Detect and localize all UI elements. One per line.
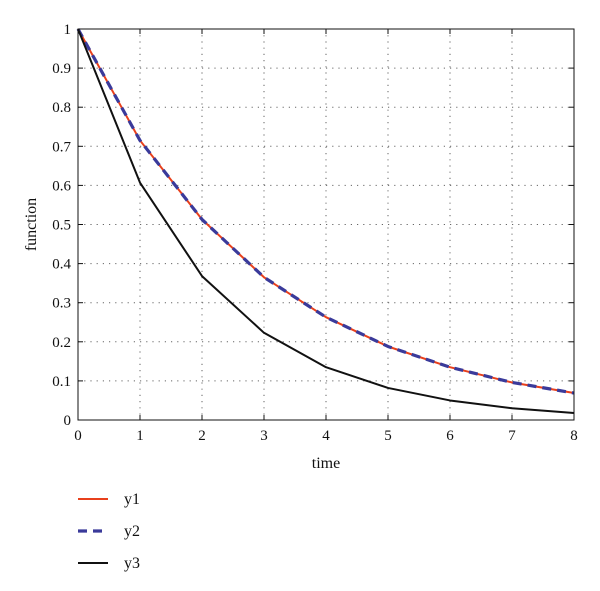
series-lines bbox=[76, 28, 575, 414]
y-tick-label: 0.6 bbox=[52, 178, 71, 194]
grid-lines bbox=[78, 29, 574, 420]
x-axis-label: time bbox=[312, 455, 340, 472]
y-tick-label: 0.1 bbox=[52, 374, 71, 390]
legend-label-y3: y3 bbox=[124, 555, 140, 572]
x-tick-label: 6 bbox=[446, 428, 454, 444]
series-line-y2 bbox=[76, 28, 575, 395]
x-tick-label: 3 bbox=[260, 428, 268, 444]
x-tick-label: 4 bbox=[322, 428, 330, 444]
y-tick-label: 0 bbox=[64, 413, 72, 429]
x-tick-label: 5 bbox=[384, 428, 392, 444]
y-tick-label: 0.5 bbox=[52, 218, 71, 234]
y-tick-label: 0.8 bbox=[52, 100, 71, 116]
legend-label-y1: y1 bbox=[124, 491, 140, 508]
series-line-y1 bbox=[77, 28, 575, 395]
plot-frame bbox=[77, 28, 575, 421]
legend-label-y2: y2 bbox=[124, 523, 140, 540]
y-tick-label: 0.4 bbox=[52, 257, 71, 273]
y-axis-label: function bbox=[23, 198, 40, 251]
legend: y1 y2 y3 bbox=[78, 491, 140, 572]
x-tick-label: 0 bbox=[74, 428, 82, 444]
y-tick-label: 0.7 bbox=[52, 139, 71, 155]
x-tick-label: 8 bbox=[570, 428, 578, 444]
y-tick-label: 0.9 bbox=[52, 61, 71, 77]
y-tick-label: 1 bbox=[64, 22, 72, 38]
x-tick-label: 2 bbox=[198, 428, 206, 444]
y-tick-label: 0.2 bbox=[52, 335, 71, 351]
tick-labels: 0 1 2 3 4 5 6 7 8 0 0.1 0.2 0.3 0.4 0.5 0.6 0.7 0.8 0.9 1 bbox=[52, 22, 578, 444]
series-line-y3 bbox=[77, 28, 575, 414]
x-tick-label: 7 bbox=[508, 428, 516, 444]
x-tick-label: 1 bbox=[136, 428, 144, 444]
y-tick-label: 0.3 bbox=[52, 296, 71, 312]
